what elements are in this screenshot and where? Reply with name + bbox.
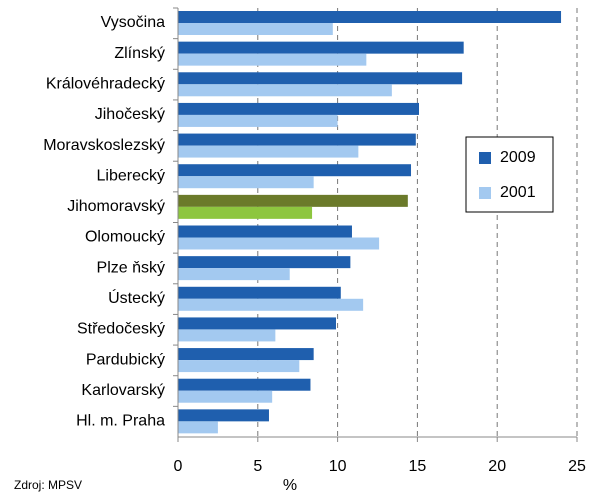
bar [178, 329, 276, 342]
y-tick-label: Karlovarský [81, 382, 165, 399]
legend-swatch [479, 152, 491, 164]
legend-swatch [479, 187, 491, 199]
y-tick-label: Jihočeský [95, 106, 165, 123]
x-axis-label: % [283, 477, 297, 493]
y-tick-label: Moravskoslezský [43, 137, 165, 154]
y-tick-label: Středočeský [77, 321, 165, 338]
bar [178, 286, 341, 299]
bar [178, 145, 359, 158]
y-tick-label: Ústecký [108, 288, 165, 307]
x-tick-label: 20 [488, 458, 506, 475]
bar [178, 133, 416, 146]
y-tick-label: Olomoucký [85, 229, 165, 246]
bar [178, 84, 392, 97]
x-tick-label: 10 [329, 458, 347, 475]
y-tick-label: Zlínský [114, 45, 165, 62]
bar [178, 164, 412, 177]
x-tick-label: 0 [174, 458, 183, 475]
bar [178, 225, 352, 238]
bar [178, 72, 463, 85]
bar [178, 114, 338, 127]
y-tick-label: Vysočina [101, 14, 165, 31]
bar [178, 378, 311, 391]
y-tick-label: Pardubický [86, 351, 165, 368]
x-tick-label: 15 [409, 458, 427, 475]
bar [178, 23, 333, 35]
bar [178, 360, 300, 373]
legend-label: 2009 [500, 149, 536, 166]
y-tick-label: Hl. m. Praha [76, 413, 165, 430]
bar [178, 421, 218, 434]
bar [178, 237, 380, 250]
legend-box [465, 136, 554, 213]
source-note: Zdroj: MPSV [14, 478, 82, 492]
bar [178, 348, 314, 361]
y-tick-label: Plze ňský [97, 259, 165, 276]
bar [178, 194, 408, 207]
legend-label: 2001 [500, 184, 536, 201]
bar [178, 298, 364, 311]
bar [178, 41, 464, 54]
y-tick-label: Královéhradecký [46, 76, 165, 93]
bar [178, 317, 337, 330]
bar [178, 53, 367, 66]
bar [178, 256, 351, 269]
bar [178, 390, 273, 403]
bar [178, 409, 269, 422]
bar [178, 268, 290, 281]
y-tick-label: Liberecký [97, 167, 165, 184]
bar [178, 102, 419, 115]
bar [178, 11, 562, 23]
y-tick-label: Jihomoravský [67, 198, 165, 215]
bar [178, 176, 314, 189]
x-tick-label: 5 [253, 458, 262, 475]
x-tick-label: 25 [568, 458, 586, 475]
bar [178, 206, 313, 219]
